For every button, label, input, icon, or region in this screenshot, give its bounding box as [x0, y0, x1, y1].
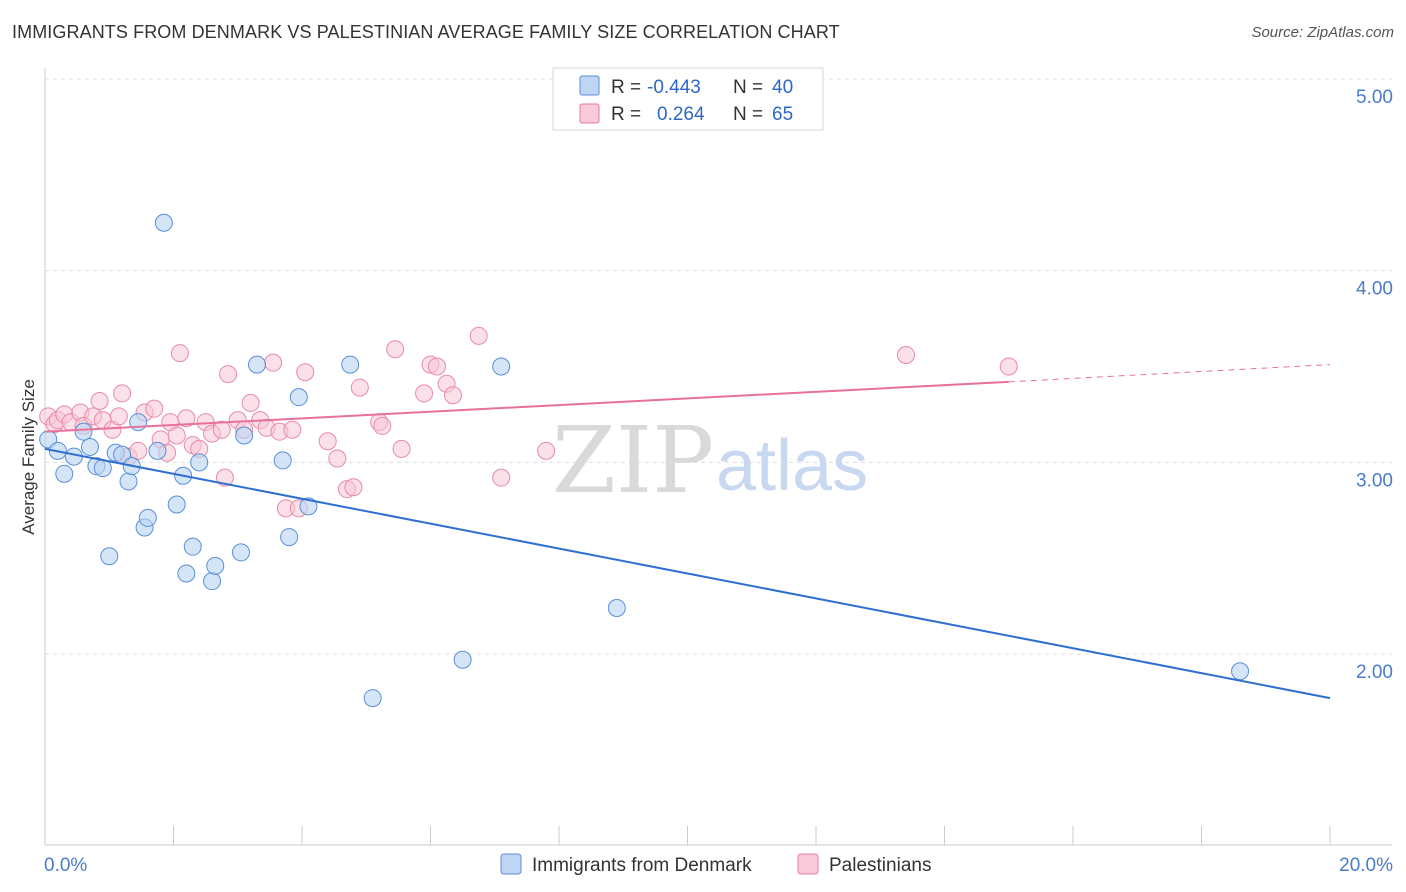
legend-bottom: Immigrants from Denmark Palestinians — [500, 853, 931, 876]
data-point-palestinians — [999, 357, 1018, 376]
trend-line-palestinians — [44, 380, 1009, 433]
data-point-palestinians — [113, 384, 132, 403]
data-point-palestinians — [145, 399, 164, 418]
data-point-denmark — [119, 472, 138, 491]
data-point-denmark — [148, 441, 167, 460]
legend-swatch-denmark — [579, 75, 600, 96]
legend-n-label-palestinians: N = — [733, 104, 763, 125]
data-point-denmark — [607, 599, 626, 617]
data-point-palestinians — [90, 392, 109, 410]
legend-bottom-swatch-denmark — [500, 853, 522, 875]
series-immigrants-from-denmark — [39, 213, 1250, 708]
data-point-palestinians — [318, 432, 337, 451]
data-point-denmark — [341, 355, 360, 374]
data-point-palestinians — [492, 468, 511, 487]
y-tick-label: 5.00 — [1356, 87, 1393, 108]
data-point-palestinians — [344, 478, 363, 497]
data-point-palestinians — [212, 420, 231, 439]
trend-line-denmark — [44, 447, 1331, 700]
legend-r-label-palestinians: R = — [611, 104, 641, 125]
x-tick-label: 0.0% — [44, 855, 87, 876]
data-point-denmark — [453, 650, 472, 669]
data-point-denmark — [248, 355, 267, 374]
data-point-denmark — [203, 572, 222, 591]
data-point-denmark — [235, 426, 254, 445]
watermark-zip: ZIP — [552, 407, 714, 514]
data-point-palestinians — [264, 353, 283, 372]
data-point-denmark — [138, 508, 157, 527]
data-point-palestinians — [241, 393, 260, 412]
data-point-palestinians — [219, 365, 238, 384]
data-point-palestinians — [109, 407, 128, 426]
data-point-palestinians — [392, 439, 411, 458]
data-point-denmark — [299, 497, 318, 516]
watermark-atlas: atlas — [716, 426, 868, 506]
watermark: ZIP atlas — [552, 407, 868, 514]
data-point-palestinians — [296, 363, 315, 382]
data-point-palestinians — [896, 346, 915, 364]
data-point-denmark — [231, 543, 250, 562]
legend-top: R = -0.443 N = 40 R = 0.264 N = 65 — [552, 67, 824, 131]
data-point-palestinians — [129, 441, 148, 460]
data-point-palestinians — [215, 468, 234, 487]
y-axis-title: Average Family Size — [19, 379, 38, 535]
trend-lines — [44, 364, 1331, 700]
y-tick-label: 4.00 — [1356, 279, 1393, 300]
y-tick-label: 2.00 — [1356, 662, 1393, 683]
data-point-denmark — [273, 451, 292, 470]
data-point-denmark — [206, 556, 225, 575]
data-point-denmark — [167, 495, 186, 514]
legend-swatch-palestinians — [579, 103, 600, 124]
data-point-denmark — [183, 537, 202, 556]
legend-n-value-palestinians: 65 — [772, 104, 793, 125]
data-point-denmark — [100, 547, 119, 566]
grid-lines — [45, 78, 1392, 655]
legend-r-label-denmark: R = — [611, 77, 641, 98]
data-point-denmark — [74, 422, 93, 441]
data-point-denmark — [177, 564, 196, 583]
data-point-denmark — [154, 213, 173, 232]
series-palestinians — [39, 326, 1018, 518]
data-point-palestinians — [167, 426, 186, 445]
data-point-palestinians — [328, 449, 347, 468]
axes — [44, 68, 1392, 846]
legend-bottom-label-denmark: Immigrants from Denmark — [532, 855, 752, 876]
data-point-palestinians — [427, 357, 446, 376]
data-point-denmark — [190, 453, 209, 472]
data-point-palestinians — [283, 420, 302, 439]
data-point-denmark — [492, 357, 511, 376]
chart-title: IMMIGRANTS FROM DENMARK VS PALESTINIAN A… — [12, 22, 840, 42]
data-point-palestinians — [170, 344, 189, 363]
legend-bottom-label-palestinians: Palestinians — [829, 855, 931, 876]
data-point-denmark — [55, 464, 74, 483]
data-point-denmark — [280, 528, 299, 547]
legend-n-label-denmark: N = — [733, 77, 763, 98]
tick-labels: 2.00 3.00 4.00 5.00 0.0% 20.0% — [44, 87, 1393, 876]
legend-r-value-palestinians: 0.264 — [657, 104, 705, 125]
source-credit: Source: ZipAtlas.com — [1251, 24, 1394, 41]
data-point-denmark — [289, 388, 308, 407]
data-point-palestinians — [537, 441, 556, 460]
data-point-palestinians — [443, 386, 462, 405]
legend-r-value-denmark: -0.443 — [647, 77, 701, 98]
y-tick-label: 3.00 — [1356, 470, 1393, 491]
data-point-palestinians — [386, 340, 405, 359]
x-tick-label: 20.0% — [1339, 855, 1393, 876]
trend-line-palestinians-extension — [1008, 364, 1331, 383]
data-point-palestinians — [373, 416, 392, 435]
data-point-palestinians — [469, 326, 488, 345]
data-point-denmark — [80, 438, 99, 456]
data-point-denmark — [363, 689, 382, 708]
data-point-palestinians — [415, 384, 434, 403]
data-point-denmark — [1231, 662, 1250, 681]
data-point-palestinians — [350, 378, 369, 397]
legend-bottom-swatch-palestinians — [797, 853, 819, 875]
legend-n-value-denmark: 40 — [772, 77, 793, 98]
data-point-palestinians — [177, 409, 196, 428]
